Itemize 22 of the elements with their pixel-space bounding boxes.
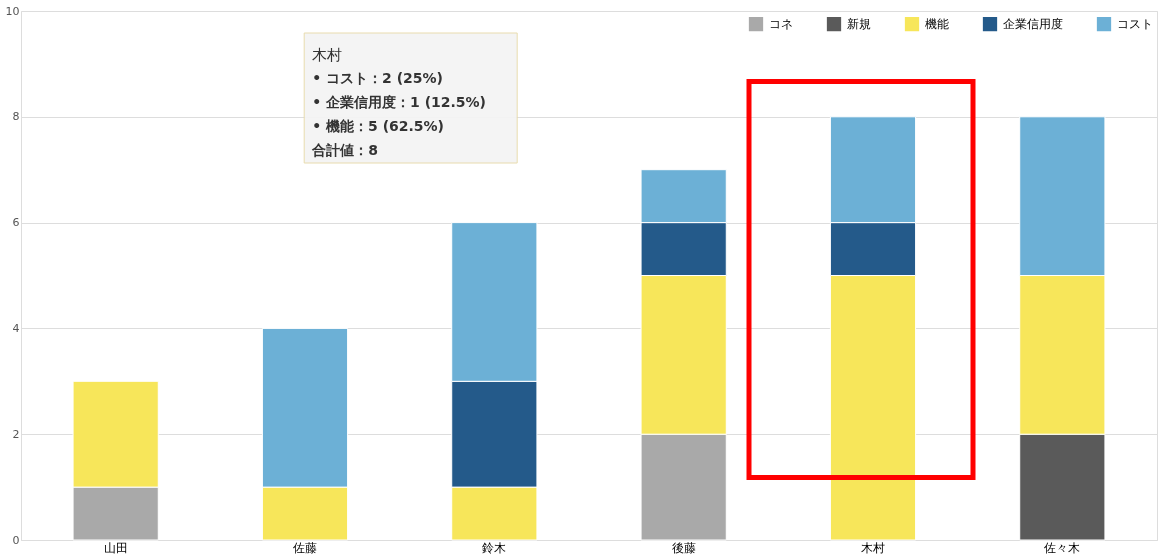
y-tick-label: 0 [12, 533, 20, 547]
y-tick-label: 4 [12, 321, 20, 335]
legend-label: 企業信用度 [1003, 17, 1063, 32]
annotation: 木村 [312, 46, 343, 64]
annotation: • コスト：2 (25%) [312, 70, 443, 86]
annotation: • 機能：5 (62.5%) [312, 118, 445, 134]
x-tick-label: 後藤 [671, 540, 696, 555]
x-tick-label: 佐藤 [293, 540, 317, 555]
x-tick-label: 佐々木 [1044, 540, 1081, 555]
legend-label: 機能 [925, 17, 949, 32]
y-tick-label: 2 [12, 427, 20, 441]
legend-label: コスト [1117, 17, 1153, 32]
y-tick-label: 8 [12, 110, 20, 124]
y-tick-label: 10 [5, 4, 20, 18]
annotation: 合計値：8 [311, 142, 378, 158]
x-tick-label: 鈴木 [482, 540, 507, 555]
legend-label: コネ [769, 17, 793, 32]
legend-label: 新規 [847, 17, 871, 32]
x-tick-label: 山田 [103, 540, 128, 555]
x-tick-label: 木村 [861, 540, 885, 555]
annotation: • 企業信用度：1 (12.5%) [312, 94, 487, 110]
y-tick-label: 6 [12, 216, 20, 230]
